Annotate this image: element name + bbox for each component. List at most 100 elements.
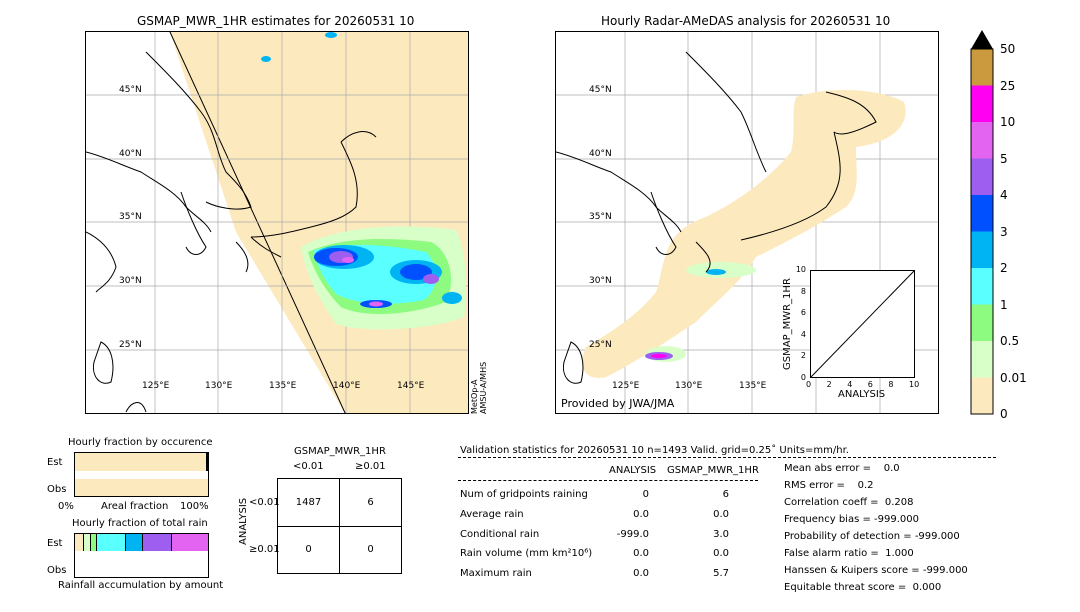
contingency-cell: 0 <box>305 544 312 555</box>
diagonal-line <box>811 271 914 377</box>
colorbar-label: 10 <box>1000 115 1016 129</box>
credit-label: Provided by JWA/JMA <box>561 397 675 410</box>
inset-xtick: 10 <box>909 380 920 389</box>
left-lon-label: 145°E <box>397 381 425 391</box>
left-map <box>85 31 469 414</box>
validation-row-label: Maximum rain <box>460 568 532 579</box>
colorbar-swatch <box>971 268 993 305</box>
left-map-title: GSMAP_MWR_1HR estimates for 20260531 10 <box>137 14 415 28</box>
occurrence-chart <box>74 452 209 497</box>
inset-xtick: 8 <box>888 380 894 389</box>
colorbar-label: 50 <box>1000 42 1016 56</box>
right-lon-label: 130°E <box>675 381 703 391</box>
validation-row-est: 0.0 <box>713 548 729 559</box>
right-map-title: Hourly Radar-AMeDAS analysis for 2026053… <box>601 14 891 28</box>
colorbar-extend-arrow <box>971 30 993 49</box>
total-rain-footer: Rainfall accumulation by amount <box>58 580 224 591</box>
colorbar-label: 3 <box>1000 224 1008 239</box>
validation-row-analysis: 0 <box>642 489 649 500</box>
inset-scatter-plot <box>810 270 915 378</box>
colorbar-swatch <box>971 304 993 341</box>
left-lon-label: 125°E <box>142 381 170 391</box>
validation-col-analysis: ANALYSIS <box>609 465 657 476</box>
coastlines <box>86 51 377 413</box>
validation-header: Validation statistics for 20260531 10 n=… <box>460 445 849 456</box>
validation-row-est: 6 <box>722 489 729 500</box>
contingency-cell: 1487 <box>295 497 322 508</box>
inset-ytick: 2 <box>800 351 806 361</box>
colorbar-swatch <box>971 231 993 268</box>
validation-row-label: Average rain <box>460 509 524 520</box>
validation-row-analysis: 0.0 <box>633 548 649 559</box>
contingency-cell: 6 <box>367 497 374 508</box>
inset-xlabel: ANALYSIS <box>838 389 886 400</box>
occurrence-bar-est <box>75 453 208 471</box>
validation-row-analysis: 0.0 <box>633 509 649 520</box>
occurrence-axis-right: 100% <box>180 501 209 512</box>
occurrence-axis-left: 0% <box>58 501 74 512</box>
colorbar-label: 4 <box>1000 188 1008 202</box>
left-lon-label: 130°E <box>205 381 233 391</box>
validation-score: False alarm ratio = 1.000 <box>784 548 914 559</box>
right-lat-label: 25°N <box>589 340 612 350</box>
contingency-side-label: ANALYSIS <box>238 497 249 545</box>
left-lon-label: 135°E <box>269 381 297 391</box>
left-map-canvas <box>86 32 468 413</box>
occurrence-axis-mid: Areal fraction <box>101 501 169 512</box>
colorbar-swatch <box>971 49 993 86</box>
left-lat-label: 30°N <box>119 276 142 286</box>
colorbar-label: 0.5 <box>1000 334 1020 348</box>
inset-xtick: 0 <box>806 380 812 389</box>
validation-row-analysis: -999.0 <box>616 529 649 540</box>
total-rain-title: Hourly fraction of total rain <box>72 518 208 529</box>
validation-row-label: Rain volume (mm km²10⁶) <box>460 548 593 559</box>
left-lat-label: 35°N <box>119 212 142 222</box>
total-rain-bar-est <box>75 534 208 551</box>
total-rain-chart <box>74 533 209 578</box>
colorbar-label: 5 <box>1000 151 1008 166</box>
colorbar-label: 0 <box>1000 407 1008 421</box>
satellite-label: MetOp-A AMSU-A/MHS <box>470 361 488 414</box>
contingency-row-label: <0.01 <box>249 497 280 508</box>
right-lon-label: 135°E <box>739 381 767 391</box>
colorbar-label: 25 <box>1000 78 1016 93</box>
right-lon-label: 125°E <box>612 381 640 391</box>
colorbar-label: 1 <box>1000 297 1008 312</box>
validation-score: RMS error = 0.2 <box>784 480 874 491</box>
occurrence-row-label: Est <box>47 457 63 468</box>
occurrence-title: Hourly fraction by occurence <box>68 437 213 448</box>
contingency-col-label: ≥0.01 <box>355 461 386 472</box>
validation-score: Correlation coeff = 0.208 <box>784 497 914 508</box>
total-rain-row-label: Obs <box>47 565 67 576</box>
colorbar-swatch <box>971 158 993 195</box>
validation-row-label: Conditional rain <box>460 529 540 540</box>
inset-ytick: 8 <box>800 286 806 296</box>
occurrence-bar-obs <box>75 479 208 496</box>
validation-score: Frequency bias = -999.000 <box>784 514 919 525</box>
inset-ytick: 4 <box>800 329 806 339</box>
right-lat-label: 35°N <box>589 212 612 222</box>
inset-ylabel: GSMAP_MWR_1HR <box>782 278 793 370</box>
inset-ytick: 6 <box>800 308 806 318</box>
validation-row-est: 5.7 <box>713 568 729 579</box>
left-lat-label: 25°N <box>119 340 142 350</box>
contingency-table: 1487 6 0 0 <box>277 478 402 574</box>
inset-ytick: 0 <box>800 373 806 382</box>
left-lon-label: 140°E <box>333 381 361 391</box>
validation-score: Hanssen & Kuipers score = -999.000 <box>784 565 968 576</box>
contingency-col-label: <0.01 <box>293 461 324 472</box>
colorbar-swatch <box>971 341 993 378</box>
left-lat-label: 40°N <box>119 149 142 159</box>
colorbar-swatch <box>971 122 993 159</box>
validation-score: Probability of detection = -999.000 <box>784 531 960 542</box>
contingency-title: GSMAP_MWR_1HR <box>294 446 386 457</box>
contingency-row-label: ≥0.01 <box>249 544 280 555</box>
colorbar <box>970 30 994 415</box>
validation-col-est: GSMAP_MWR_1HR <box>667 465 759 476</box>
colorbar-label: 2 <box>1000 261 1008 275</box>
colorbar-label: 0.01 <box>1000 370 1027 385</box>
validation-row-label: Num of gridpoints raining <box>460 489 588 500</box>
validation-row-est: 3.0 <box>713 529 729 540</box>
validation-row-analysis: 0.0 <box>633 568 649 579</box>
occurrence-row-label: Obs <box>47 484 67 495</box>
